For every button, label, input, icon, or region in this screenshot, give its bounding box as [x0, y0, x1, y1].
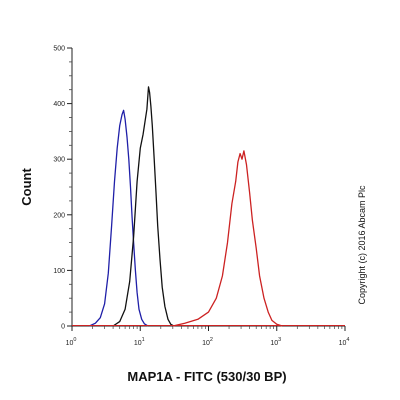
histogram-series-3: [172, 150, 283, 327]
x-tick-label: 104: [339, 337, 350, 347]
x-tick-label: 102: [202, 337, 213, 347]
histogram-series: [72, 86, 345, 327]
histogram-series-1: [89, 109, 149, 327]
y-tick-label: 400: [53, 101, 65, 108]
plot-axes: [71, 48, 345, 327]
x-axis-title: MAP1A - FITC (530/30 BP): [127, 369, 286, 384]
x-tick-label: 103: [270, 337, 281, 347]
copyright-annotation: Copyright (c) 2016 Abcam Plc: [357, 185, 367, 305]
y-tick-label: 0: [61, 324, 65, 331]
histogram-series-2: [112, 86, 175, 327]
y-tick-label: 300: [53, 157, 65, 164]
y-axis-title: Count: [19, 168, 34, 206]
y-axis-ticks: 0 100 200 300 400 500: [53, 46, 72, 331]
x-tick-label: 100: [66, 337, 77, 347]
y-tick-label: 100: [53, 268, 65, 275]
y-tick-label: 200: [53, 212, 65, 219]
x-tick-label: 101: [134, 337, 145, 347]
x-axis-ticks: 100 101 102 103 104: [66, 326, 350, 347]
y-tick-label: 500: [53, 46, 65, 53]
